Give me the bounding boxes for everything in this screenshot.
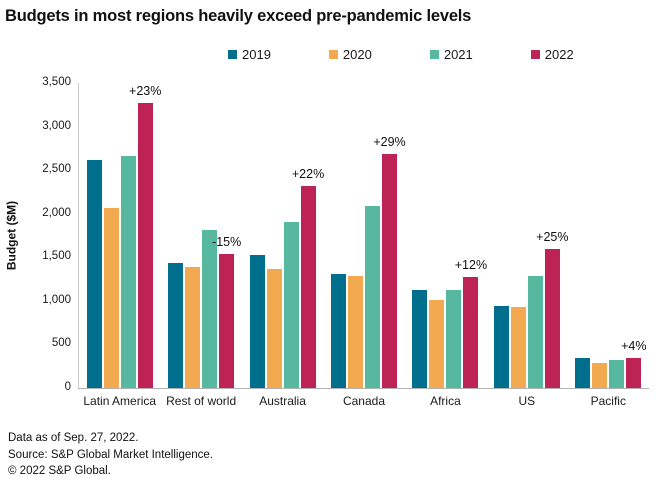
pct-change-label: -15% [212, 234, 242, 249]
pct-change-label: +4% [621, 339, 647, 354]
legend-label: 2022 [544, 47, 574, 62]
y-tick-label: 1,500 [42, 250, 71, 263]
bar-2019 [575, 358, 591, 388]
bar-group: +29% Canada [323, 83, 406, 408]
bar-2019 [86, 159, 102, 388]
bar-2020 [510, 306, 526, 388]
x-axis-label: Rest of world [166, 394, 237, 408]
bar-2022 [463, 277, 479, 388]
bar-2020 [429, 300, 445, 388]
y-tick-label: 2,000 [42, 206, 71, 219]
bar-2022 [219, 253, 235, 388]
pct-change-label: +23% [129, 84, 162, 99]
legend-swatch-icon [328, 50, 338, 59]
pct-change-label: +29% [373, 134, 406, 149]
bar-group: +23% Latin America [79, 83, 162, 408]
legend-label: 2021 [443, 47, 473, 62]
bar-2020 [266, 268, 282, 388]
pct-change-label: +25% [536, 230, 569, 245]
legend-swatch-icon [429, 50, 439, 59]
chart-title: Budgets in most regions heavily exceed p… [5, 7, 472, 25]
footer-copyright: © 2022 S&P Global. [8, 465, 111, 477]
bar-2021 [609, 359, 625, 388]
legend-item: 2020 [328, 47, 372, 62]
y-tick-label: 1,000 [42, 293, 71, 306]
bar-2022 [137, 103, 153, 388]
footer-data-as-of: Data as of Sep. 27, 2022. [8, 432, 139, 444]
legend-label: 2019 [242, 47, 271, 62]
bar-group: -15% Rest of world [160, 83, 242, 408]
pct-change-label: +12% [454, 258, 488, 273]
x-axis-label: Africa [430, 394, 461, 408]
x-axis-label: Pacific [590, 394, 626, 408]
pct-change-label: +22% [291, 166, 325, 181]
legend-item: 2021 [429, 47, 473, 62]
legend-item: 2019 [228, 47, 271, 62]
x-axis-label: Canada [342, 394, 386, 408]
bar-group: +25% US [486, 83, 569, 408]
bar-2022 [626, 358, 642, 388]
y-tick-label: 3,500 [42, 76, 71, 88]
plot-area: 0 500 1,000 1,500 2,000 2,500 3,000 3,500 +23% La… [42, 76, 649, 408]
bar-2019 [412, 290, 428, 388]
bar-2022 [300, 185, 316, 388]
bar-2020 [347, 275, 363, 388]
bar-2020 [185, 266, 201, 388]
x-axis-label: Latin America [83, 394, 157, 408]
bar-2021 [120, 156, 136, 388]
bar-2019 [168, 262, 184, 388]
footer-source: Source: S&P Global Market Intelligence. [8, 448, 213, 461]
y-tick-label: 0 [64, 381, 71, 393]
y-tick-label: 3,000 [42, 119, 71, 132]
legend-swatch-icon [530, 50, 540, 59]
bar-2019 [249, 254, 265, 388]
x-axis-label: Australia [259, 394, 306, 408]
bar-2021 [202, 230, 218, 388]
footer: Data as of Sep. 27, 2022. Source: S&P Gl… [8, 430, 213, 480]
y-tick-label: 2,500 [42, 163, 71, 176]
bar-group: +22% Australia [242, 83, 325, 408]
bar-2019 [493, 306, 509, 388]
bar-2020 [592, 362, 608, 388]
x-axis-label: US [518, 394, 536, 408]
bar-2022 [544, 249, 560, 388]
bar-2019 [330, 273, 346, 388]
bar-2021 [527, 276, 543, 388]
bar-2021 [283, 222, 299, 388]
bar-2020 [103, 207, 119, 388]
bar-group: +12% Africa [405, 83, 488, 408]
bar-2021 [364, 205, 380, 388]
bar-2021 [446, 289, 462, 388]
legend-item: 2022 [530, 47, 574, 62]
y-tick-label: 500 [51, 337, 71, 350]
legend-swatch-icon [228, 50, 237, 59]
legend: 2019 2020 2021 2022 [228, 47, 574, 62]
bar-2022 [381, 153, 397, 388]
legend-label: 2020 [342, 47, 372, 62]
bar-group: +4% Pacific [568, 83, 649, 408]
